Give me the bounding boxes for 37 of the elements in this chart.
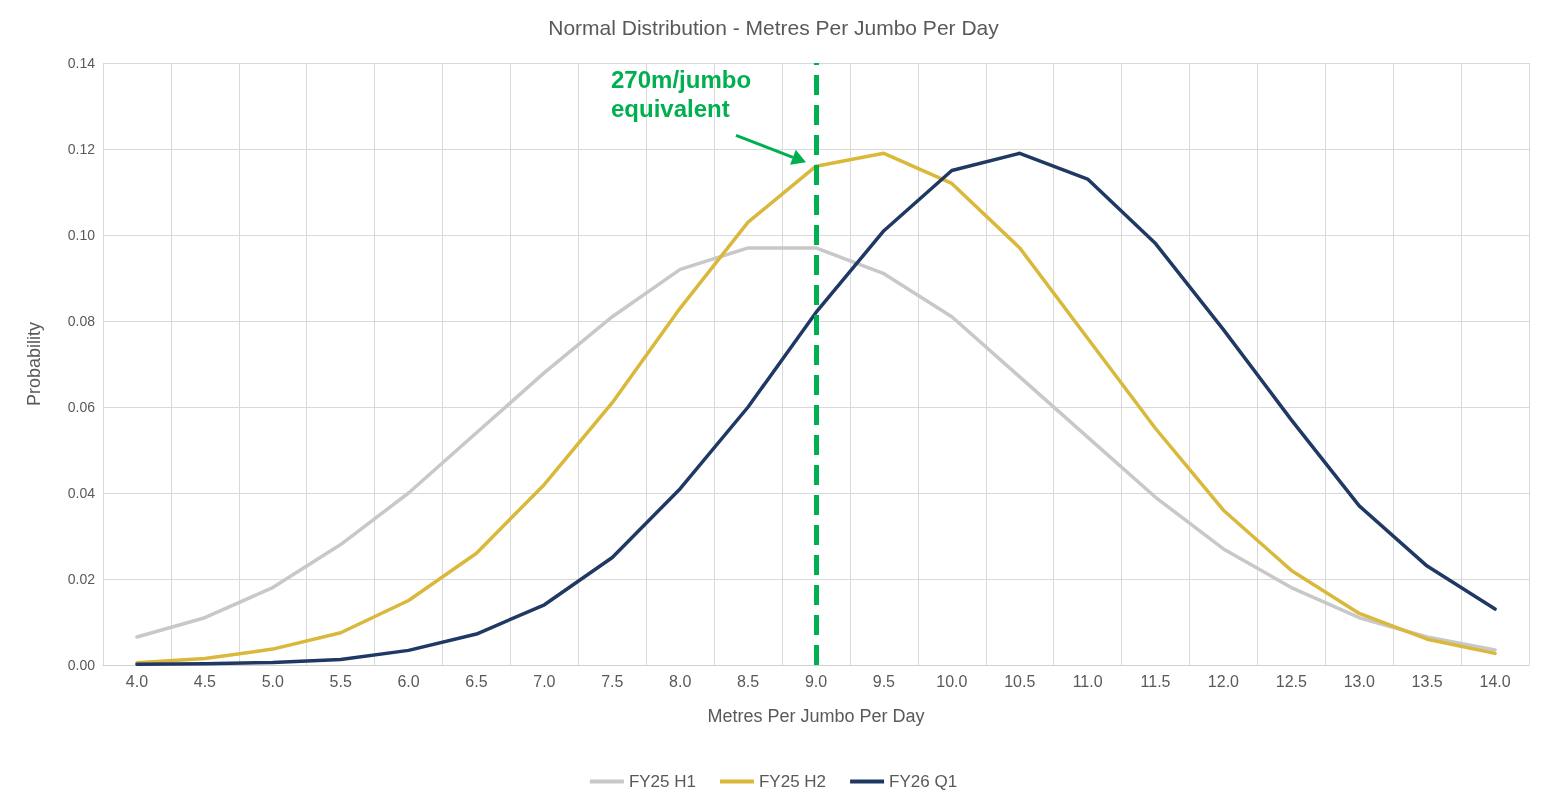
y-tick-label: 0.02: [67, 571, 96, 587]
x-tick-label: 5.5: [329, 672, 352, 690]
y-tick-label: 0.04: [67, 485, 96, 501]
legend-label: FY25 H2: [758, 772, 827, 791]
x-tick-label: 6.0: [397, 672, 420, 690]
legend-label: FY26 Q1: [889, 772, 958, 791]
annotation: 270m/jumbo equivalent: [611, 66, 758, 123]
y-tick-label: 0.10: [67, 227, 96, 243]
y-tick-label: 0.14: [67, 55, 96, 71]
x-tick-label: 13.5: [1411, 672, 1443, 690]
x-tick-label: 7.0: [533, 672, 556, 690]
x-axis-title: Metres Per Jumbo Per Day: [707, 706, 925, 726]
x-tick-label: 7.5: [601, 672, 624, 690]
y-tick-label: 0.12: [67, 141, 96, 157]
y-tick-label: 0.06: [67, 399, 96, 415]
x-tick-label: 11.0: [1072, 672, 1103, 690]
line-series: [135, 246, 1497, 652]
x-tick-label: 9.0: [804, 672, 828, 690]
x-tick-label: 10.5: [1004, 672, 1036, 690]
x-tick-label: 13.0: [1343, 672, 1375, 690]
y-axis-title: Probability: [24, 321, 44, 407]
x-tick-label: 4.0: [125, 672, 149, 690]
x-tick-label: 4.5: [193, 672, 217, 690]
x-tick-label: 8.5: [736, 672, 760, 690]
y-tick-label: 0.00: [67, 657, 96, 673]
x-tick-label: 8.0: [669, 672, 692, 690]
x-tick-label: 14.0: [1479, 672, 1511, 690]
x-tick-label: 6.5: [465, 672, 488, 690]
x-tick-label: 10.0: [936, 672, 968, 690]
x-tick-label: 12.5: [1275, 672, 1308, 690]
chart-title: Normal Distribution - Metres Per Jumbo Per Day: [548, 16, 1000, 39]
x-tick-label: 12.0: [1207, 672, 1240, 690]
x-tick-label: 5.0: [261, 672, 284, 690]
legend-label: FY25 H1: [628, 772, 696, 791]
x-tick-label: 9.5: [872, 672, 896, 690]
y-tick-label: 0.08: [67, 313, 96, 329]
x-tick-label: 11.5: [1140, 672, 1171, 690]
